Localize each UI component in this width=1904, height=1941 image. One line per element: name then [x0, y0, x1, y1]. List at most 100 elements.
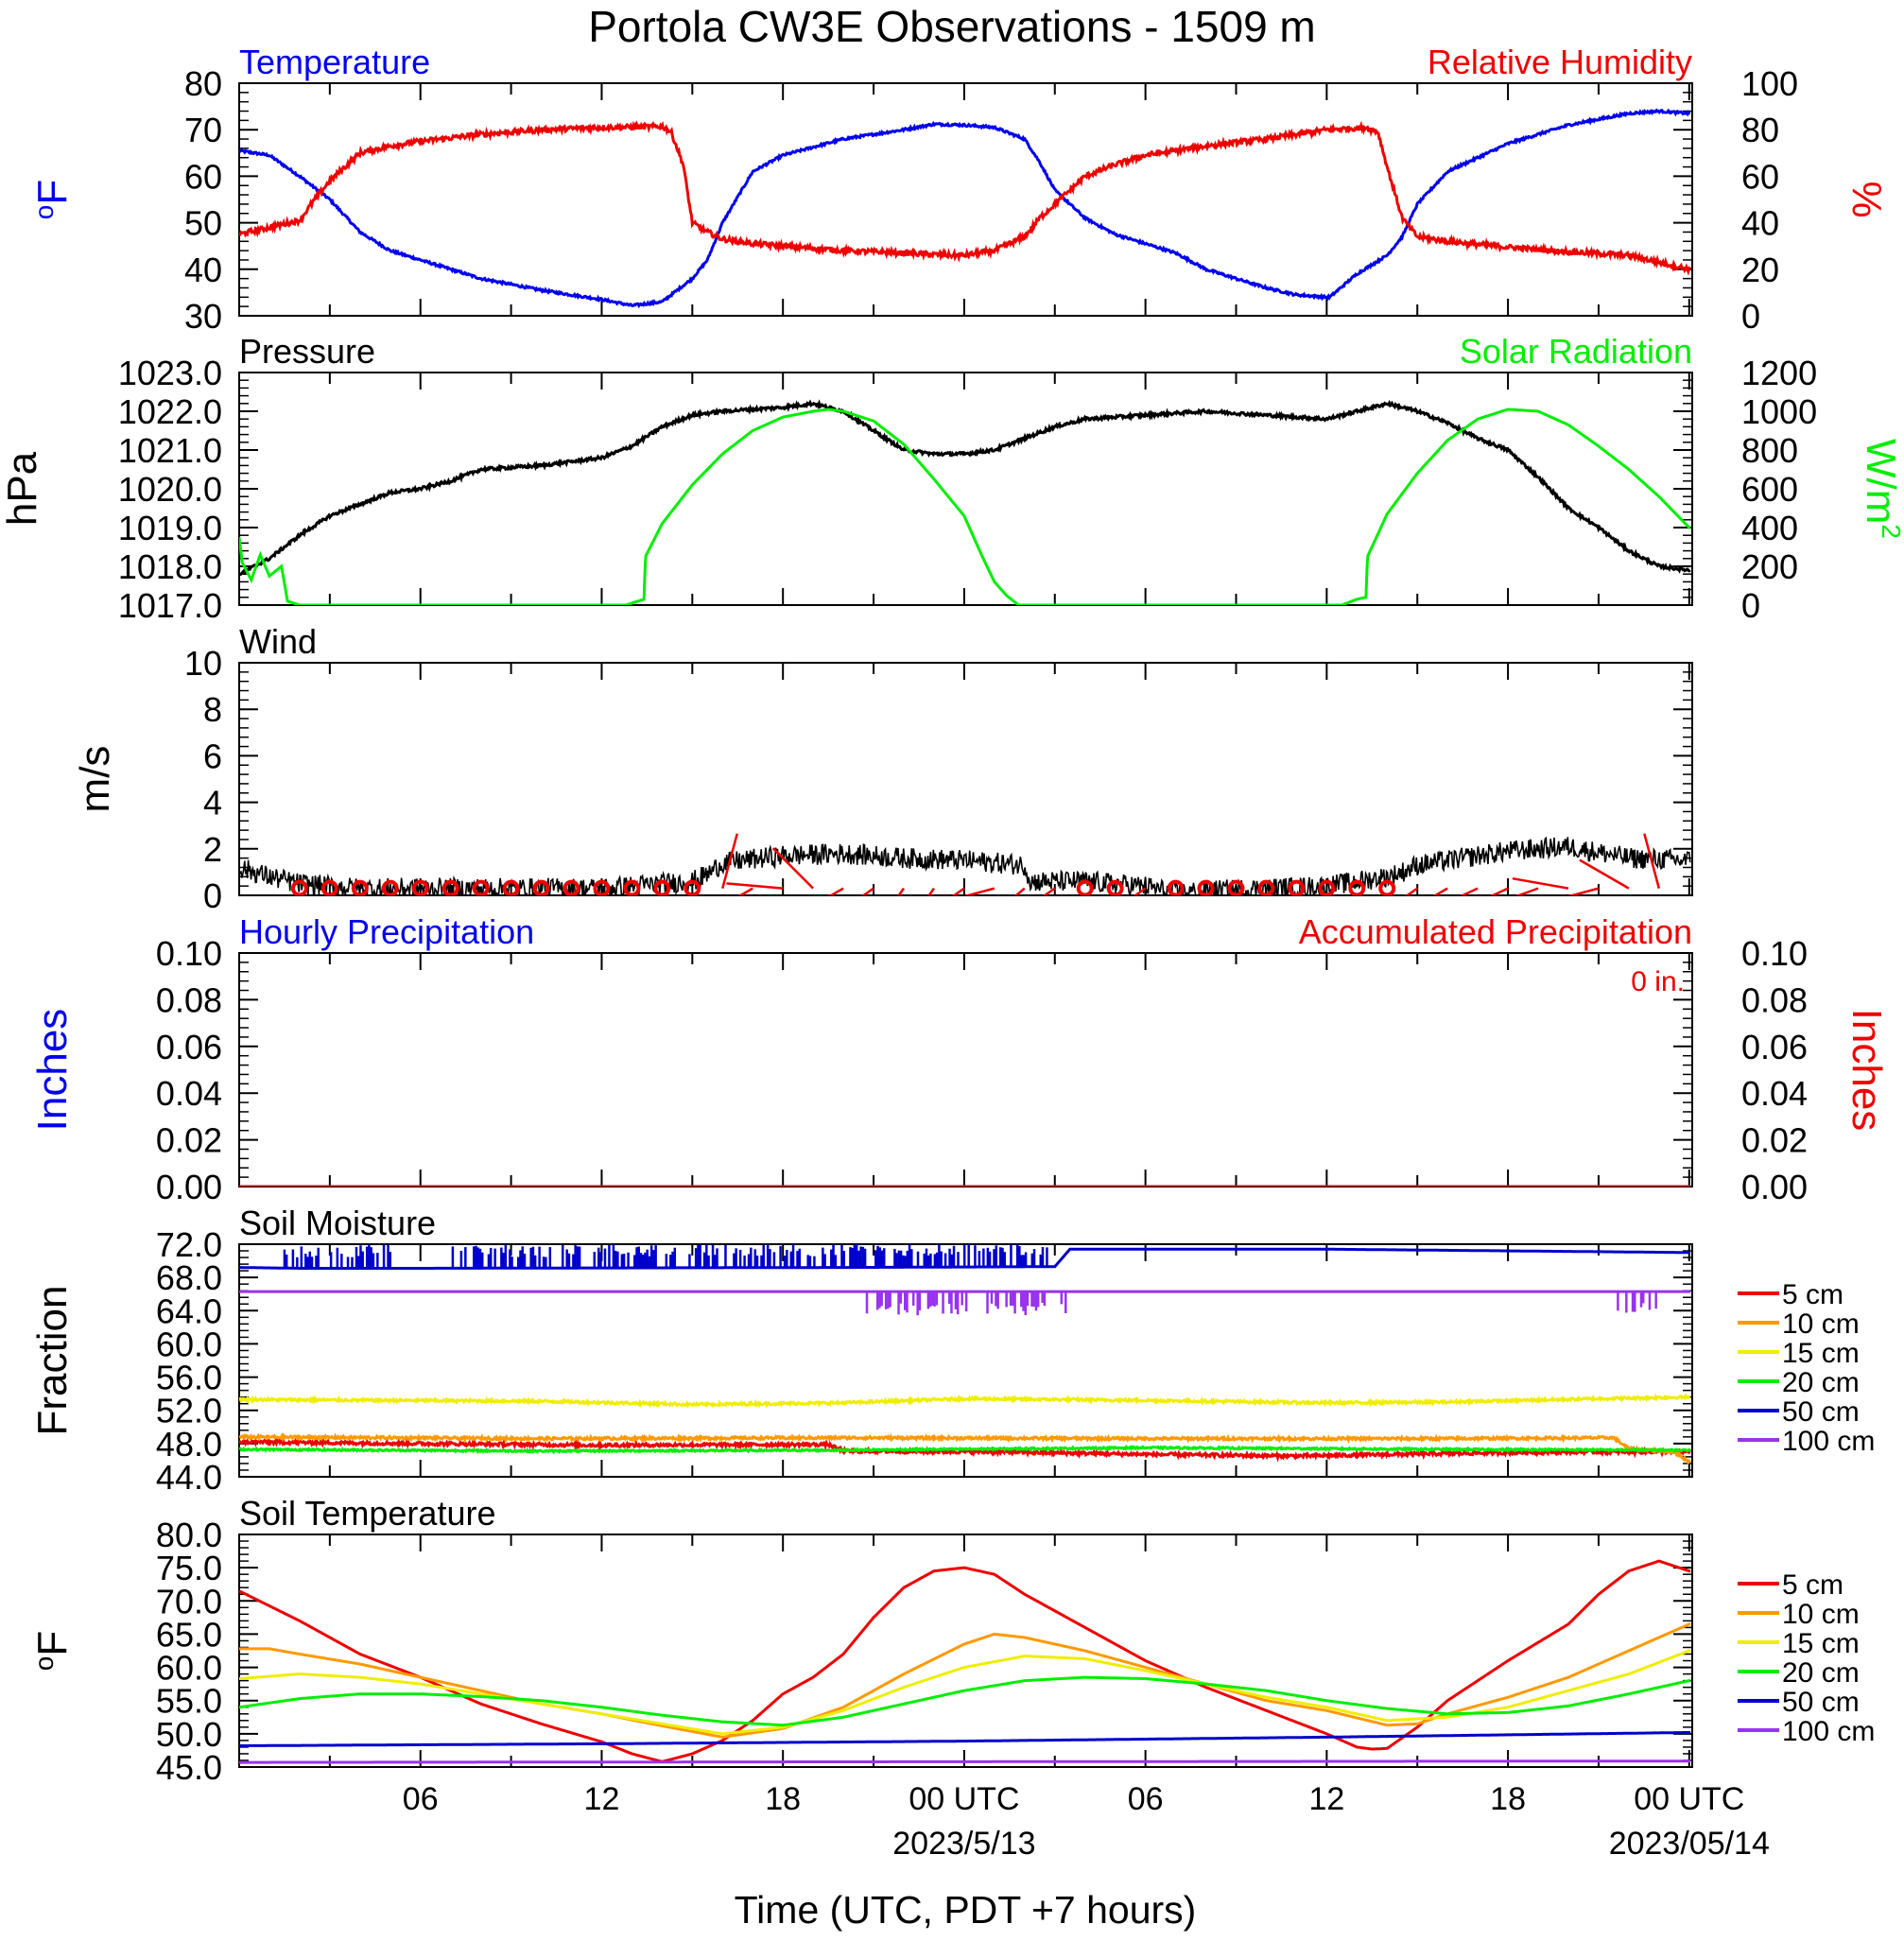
series-line-10-cm: [239, 1432, 1692, 1465]
series-group: [239, 108, 1692, 309]
y-tick-label-right: 0.04: [1741, 1074, 1808, 1113]
y-tick-label-right: 60: [1741, 157, 1779, 196]
wind-calm-circle: [1106, 879, 1124, 895]
legend-entry: 15 cm: [1782, 1338, 1860, 1369]
y-tick-label-left: 60: [184, 157, 222, 196]
panel-soil_moisture: 44.048.052.056.060.064.068.072.0 Soil Moi…: [29, 1204, 1875, 1497]
legend-entry: 20 cm: [1782, 1367, 1860, 1398]
y-tick-label-left: 10: [184, 644, 222, 683]
wind-barb: [721, 833, 739, 889]
wind-calm-circle: [381, 879, 399, 895]
legend-entry: 50 cm: [1782, 1687, 1860, 1718]
y-tick-label-left: 65.0: [156, 1615, 222, 1654]
series-group: [239, 399, 1691, 605]
degree-mark: o: [29, 205, 59, 220]
series-group: [239, 1244, 1692, 1465]
series-line-5-cm: [239, 1559, 1691, 1763]
panel-title-left: Soil Temperature: [239, 1494, 495, 1533]
y-tick-label-left: 60.0: [156, 1649, 222, 1688]
y-tick-label-left: 0.04: [156, 1074, 222, 1113]
y-tick-label-left: 0.06: [156, 1028, 222, 1066]
unit-letter: F: [29, 1631, 76, 1656]
y-tick-label-left: 0.00: [156, 1168, 222, 1206]
wind-calm-circle: [1318, 879, 1336, 895]
wind-calm-circle: [1167, 879, 1185, 895]
y-tick-label-left: 68.0: [156, 1258, 222, 1297]
y-tick-label-right: 80: [1741, 111, 1779, 149]
wind-barb: [1133, 887, 1147, 895]
panel-temperature_humidity: 30 40 50 60 70 80 0 20 40 60 80 100 Temperature Relat…: [29, 43, 1890, 336]
y-tick-label-left: 50.0: [156, 1715, 222, 1754]
panel-title-right: Relative Humidity: [1428, 43, 1692, 81]
wind-calm-circle: [290, 879, 308, 895]
y-tick-label-right: 40: [1741, 204, 1779, 243]
y-axis-label-left: oF: [29, 1631, 76, 1671]
series-line-20-cm: [239, 1444, 1691, 1455]
wind-barb: [1512, 876, 1569, 890]
y-tick-label-right: 600: [1741, 470, 1798, 509]
x-axis-label: Time (UTC, PDT +7 hours): [735, 1888, 1197, 1932]
y-axis-label-left: oF: [29, 180, 76, 219]
panel-title-left: Pressure: [239, 332, 375, 371]
wind-calm-circle: [1197, 879, 1215, 895]
panel-precipitation: 0.00 0.02 0.04 0.06 0.08 0.10 0.00 0.02 0.04 0.06…: [29, 912, 1890, 1206]
plot-frame: [238, 1243, 1693, 1478]
wind-barb: [861, 887, 874, 895]
y-tick-label-right: 0: [1741, 586, 1760, 625]
y-tick-label-left: 45.0: [156, 1748, 222, 1787]
y-tick-label-left: 75.0: [156, 1549, 222, 1587]
y-tick-label-right: 0.08: [1741, 980, 1808, 1019]
series-line-15-cm: [239, 1649, 1691, 1736]
y-tick-label-left: 70.0: [156, 1582, 222, 1620]
x-tick-label: 18: [1490, 1781, 1526, 1817]
y-tick-label-right: 1200: [1741, 354, 1817, 392]
y-tick-label-left: 60.0: [156, 1325, 222, 1363]
y-axis-label-right: Inches: [1843, 1009, 1890, 1132]
series-line-100-cm: [239, 1759, 1691, 1764]
series-line-50-cm: [239, 1247, 1691, 1270]
y-tick-label-left: 80.0: [156, 1516, 222, 1554]
y-tick-label-left: 70: [184, 111, 222, 149]
y-tick-label-left: 4: [203, 784, 222, 823]
unit-text: W/m: [1858, 439, 1904, 524]
y-tick-label-left: 2: [203, 830, 222, 869]
y-tick-label-left: 56.0: [156, 1359, 222, 1397]
precip-total-annotation: 0 in.: [1631, 966, 1685, 997]
x-tick-label: 00 UTC: [1634, 1781, 1744, 1817]
series-line-20-cm: [239, 1675, 1691, 1727]
plot-frame: [238, 662, 1693, 896]
wind-calm-circle: [684, 879, 701, 895]
plot-frame: [238, 952, 1693, 1187]
wind-calm-circle: [563, 879, 580, 895]
legend-entry: 10 cm: [1782, 1308, 1860, 1340]
wind-calm-circle: [441, 879, 459, 895]
y-tick-label-right: 800: [1741, 431, 1798, 470]
plot-frame: [238, 1534, 1693, 1768]
y-tick-label-left: 6: [203, 737, 222, 775]
wind-barb: [828, 887, 844, 895]
x-tick-label: 00 UTC: [909, 1781, 1019, 1817]
series-line-temperature: [239, 108, 1691, 309]
y-tick-label-right: 0.02: [1741, 1121, 1808, 1160]
x-tick-label: 12: [1308, 1781, 1344, 1817]
panel-title-left: Hourly Precipitation: [239, 912, 534, 951]
y-tick-label-left: 40: [184, 251, 222, 289]
plot-frame: [238, 82, 1693, 317]
y-tick-label-left: 0.08: [156, 980, 222, 1019]
y-axis-label-right: %: [1843, 181, 1890, 217]
wind-calm-circle: [653, 879, 671, 895]
wind-calm-circle: [1076, 879, 1094, 895]
y-axis-label-right: W/m2: [1858, 439, 1904, 539]
y-tick-label-right: 0.00: [1741, 1168, 1808, 1206]
y-tick-label-left: 48.0: [156, 1425, 222, 1464]
wind-barb: [1490, 887, 1509, 895]
y-tick-label-left: 1022.0: [118, 392, 222, 431]
y-tick-label-left: 8: [203, 690, 222, 729]
wind-calm-circle: [472, 879, 490, 895]
wind-calm-circle: [1378, 879, 1396, 895]
panel-title-left: Soil Moisture: [239, 1204, 436, 1242]
y-tick-label-right: 0.10: [1741, 934, 1808, 973]
plot-frame: [238, 372, 1693, 606]
